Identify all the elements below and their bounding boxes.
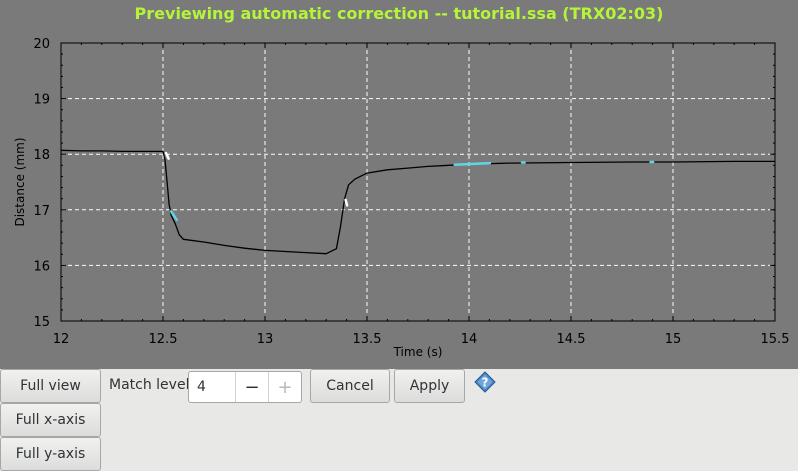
- match-level-label: Match level: [109, 377, 190, 393]
- decrement-button[interactable]: −: [235, 372, 268, 402]
- x-tick-label: 12: [53, 332, 70, 347]
- y-tick-label: 17: [33, 204, 50, 219]
- tick-marks: [60, 42, 776, 322]
- y-axis-label: Distance (mm): [13, 137, 27, 226]
- x-tick-labels: 12 12.5 13 13.5 14 14.5 15 15.5: [53, 332, 790, 347]
- svg-text:?: ?: [482, 376, 489, 390]
- full-y-axis-button[interactable]: Full y-axis: [0, 437, 101, 471]
- y-tick-label: 15: [33, 315, 50, 330]
- full-x-axis-button[interactable]: Full x-axis: [0, 403, 101, 437]
- highlight-layer: [164, 151, 655, 222]
- correction-highlight: [164, 151, 170, 160]
- match-level-input[interactable]: [189, 372, 235, 402]
- increment-button[interactable]: +: [268, 372, 301, 402]
- plot-area[interactable]: Previewing automatic correction -- tutor…: [0, 0, 798, 369]
- y-tick-label: 20: [33, 37, 50, 52]
- y-tick-label: 16: [33, 259, 50, 274]
- plot-frame: [60, 42, 776, 322]
- x-tick-label: 14: [461, 332, 478, 347]
- x-axis-label: Time (s): [393, 345, 443, 359]
- correction-highlight: [169, 210, 179, 222]
- grid-lines: [61, 43, 775, 321]
- x-tick-label: 13.5: [353, 332, 382, 347]
- x-tick-label: 15: [665, 332, 682, 347]
- window-title: Previewing automatic correction -- tutor…: [135, 4, 664, 23]
- match-level-stepper[interactable]: − +: [188, 371, 302, 403]
- y-tick-label: 19: [33, 93, 50, 108]
- full-view-button[interactable]: Full view: [0, 369, 101, 403]
- chart[interactable]: Previewing automatic correction -- tutor…: [0, 0, 798, 369]
- correction-highlight: [453, 161, 492, 167]
- apply-button[interactable]: Apply: [394, 369, 465, 403]
- cancel-button[interactable]: Cancel: [310, 369, 390, 403]
- x-tick-label: 13: [257, 332, 274, 347]
- series-line: [60, 149, 775, 255]
- x-tick-label: 14.5: [557, 332, 586, 347]
- y-tick-labels: 15 16 17 18 19 20: [33, 37, 50, 330]
- correction-highlight: [344, 198, 349, 207]
- series-layer: [60, 149, 775, 255]
- controls-panel: Full view Match level − + Cancel Apply ?…: [0, 369, 798, 471]
- y-tick-label: 18: [33, 148, 50, 163]
- help-icon[interactable]: ?: [474, 371, 496, 393]
- x-tick-label: 15.5: [761, 332, 790, 347]
- x-tick-label: 12.5: [149, 332, 178, 347]
